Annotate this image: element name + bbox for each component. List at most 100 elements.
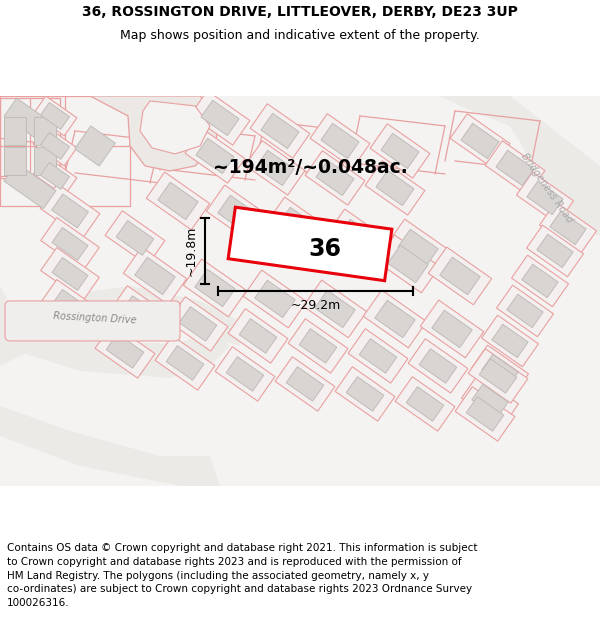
Polygon shape — [0, 286, 230, 378]
Polygon shape — [492, 324, 528, 357]
Polygon shape — [432, 310, 472, 348]
Polygon shape — [466, 397, 504, 431]
Polygon shape — [450, 114, 510, 168]
Polygon shape — [4, 147, 26, 175]
Polygon shape — [440, 257, 480, 295]
Polygon shape — [303, 280, 367, 338]
Polygon shape — [34, 117, 56, 145]
Polygon shape — [40, 162, 70, 189]
Polygon shape — [376, 235, 440, 293]
Polygon shape — [326, 209, 390, 267]
Polygon shape — [485, 141, 545, 195]
Polygon shape — [346, 377, 384, 411]
Polygon shape — [537, 234, 573, 268]
Polygon shape — [428, 247, 492, 305]
Polygon shape — [359, 339, 397, 373]
Polygon shape — [190, 91, 250, 145]
Polygon shape — [0, 406, 220, 486]
Polygon shape — [146, 172, 210, 230]
Polygon shape — [316, 161, 354, 196]
Polygon shape — [381, 133, 419, 169]
Polygon shape — [256, 151, 294, 186]
Polygon shape — [185, 129, 245, 183]
Polygon shape — [461, 375, 518, 427]
Polygon shape — [245, 141, 305, 195]
Polygon shape — [41, 279, 100, 332]
Polygon shape — [34, 147, 56, 175]
Polygon shape — [215, 347, 275, 401]
Polygon shape — [395, 377, 455, 431]
Polygon shape — [496, 285, 554, 337]
Text: ~29.2m: ~29.2m — [290, 299, 341, 312]
Polygon shape — [275, 357, 335, 411]
Polygon shape — [0, 286, 240, 366]
Polygon shape — [472, 384, 508, 418]
Text: Rossington Drive: Rossington Drive — [53, 311, 137, 325]
Polygon shape — [40, 132, 70, 159]
Text: 36: 36 — [308, 237, 341, 261]
Polygon shape — [527, 181, 563, 214]
Polygon shape — [135, 258, 175, 294]
Polygon shape — [206, 185, 270, 243]
Polygon shape — [166, 346, 204, 380]
Polygon shape — [363, 290, 427, 348]
Polygon shape — [278, 208, 318, 244]
Polygon shape — [420, 300, 484, 358]
Polygon shape — [286, 367, 324, 401]
Polygon shape — [52, 258, 88, 291]
Polygon shape — [522, 264, 558, 298]
Polygon shape — [41, 248, 100, 301]
Polygon shape — [228, 208, 392, 281]
Polygon shape — [321, 123, 359, 159]
Polygon shape — [33, 156, 77, 196]
Polygon shape — [406, 387, 444, 421]
Polygon shape — [305, 151, 365, 205]
Polygon shape — [482, 354, 518, 388]
Polygon shape — [455, 387, 515, 441]
Polygon shape — [4, 117, 26, 145]
Polygon shape — [90, 96, 220, 171]
Polygon shape — [507, 294, 543, 328]
Polygon shape — [195, 269, 235, 307]
Polygon shape — [158, 182, 198, 219]
Polygon shape — [461, 123, 499, 159]
Polygon shape — [255, 280, 295, 318]
Text: Contains OS data © Crown copyright and database right 2021. This information is : Contains OS data © Crown copyright and d… — [7, 543, 478, 608]
Polygon shape — [52, 228, 88, 261]
Polygon shape — [243, 270, 307, 328]
Polygon shape — [123, 247, 187, 305]
Polygon shape — [517, 172, 574, 224]
Polygon shape — [226, 357, 264, 391]
Polygon shape — [376, 171, 414, 206]
Polygon shape — [105, 211, 165, 265]
Polygon shape — [239, 319, 277, 353]
Polygon shape — [550, 211, 586, 244]
Polygon shape — [116, 221, 154, 255]
Polygon shape — [140, 101, 210, 154]
Polygon shape — [155, 336, 215, 390]
Text: ~19.8m: ~19.8m — [185, 226, 197, 276]
Polygon shape — [266, 197, 330, 255]
Polygon shape — [472, 345, 529, 397]
Polygon shape — [440, 96, 600, 236]
Polygon shape — [4, 163, 56, 209]
Polygon shape — [526, 225, 584, 277]
Polygon shape — [315, 290, 355, 328]
Polygon shape — [365, 161, 425, 215]
Polygon shape — [250, 104, 310, 158]
Text: Map shows position and indicative extent of the property.: Map shows position and indicative extent… — [120, 29, 480, 42]
Text: ~194m²/~0.048ac.: ~194m²/~0.048ac. — [212, 158, 407, 177]
Polygon shape — [348, 329, 408, 383]
Polygon shape — [408, 339, 468, 393]
Polygon shape — [74, 126, 115, 166]
Text: 36, ROSSINGTON DRIVE, LITTLEOVER, DERBY, DE23 3UP: 36, ROSSINGTON DRIVE, LITTLEOVER, DERBY,… — [82, 5, 518, 19]
Polygon shape — [310, 114, 370, 168]
Polygon shape — [375, 300, 415, 338]
Polygon shape — [261, 113, 299, 149]
FancyBboxPatch shape — [5, 301, 180, 341]
Polygon shape — [398, 229, 438, 267]
Text: Bridgeness Road: Bridgeness Road — [519, 151, 575, 224]
Polygon shape — [40, 102, 70, 129]
Polygon shape — [386, 219, 450, 277]
Polygon shape — [4, 98, 56, 144]
